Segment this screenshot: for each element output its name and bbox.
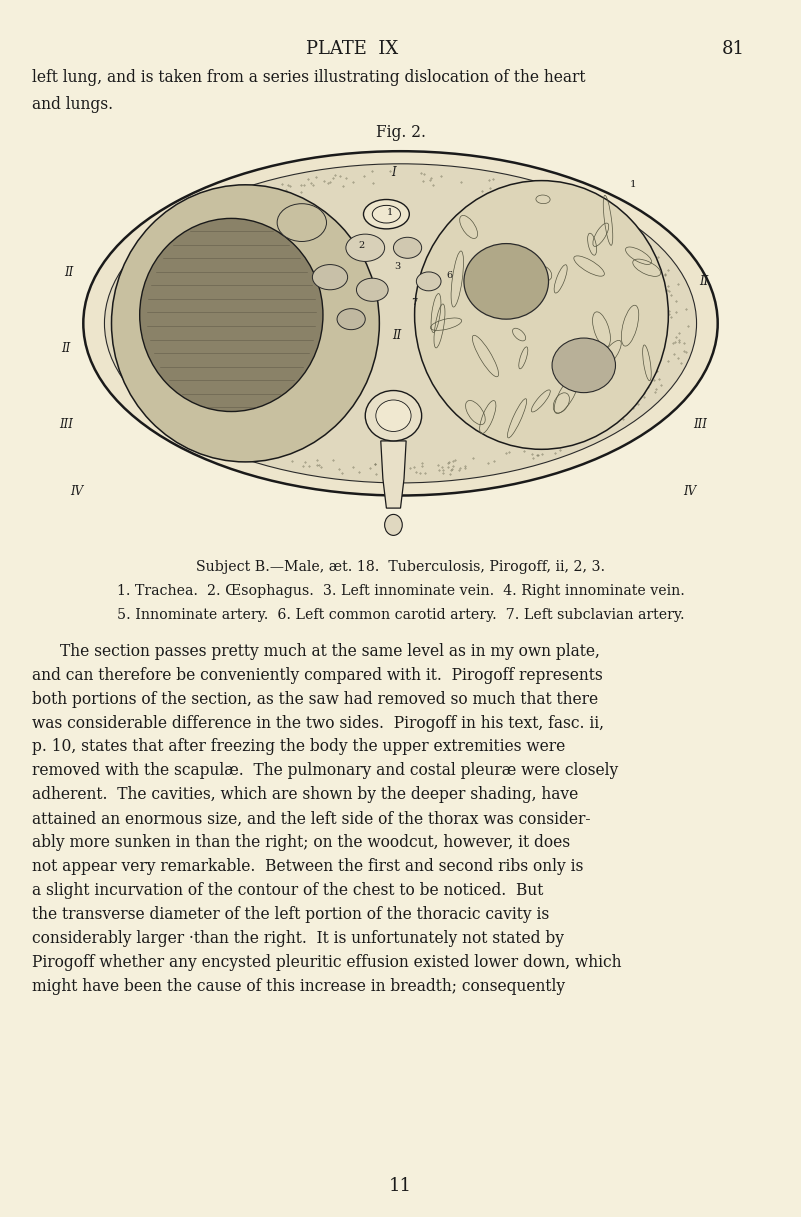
Text: p. 10, states that after freezing the body the upper extremities were: p. 10, states that after freezing the bo…	[32, 739, 566, 756]
Ellipse shape	[365, 391, 421, 441]
Text: 6: 6	[447, 270, 453, 280]
Text: The section passes pretty much at the same level as in my own plate,: The section passes pretty much at the sa…	[60, 643, 600, 660]
Ellipse shape	[346, 234, 384, 262]
Text: II: II	[65, 267, 74, 280]
Text: considerably larger ·than the right.  It is unfortunately not stated by: considerably larger ·than the right. It …	[32, 930, 564, 947]
Ellipse shape	[384, 515, 402, 535]
Text: ably more sunken in than the right; on the woodcut, however, it does: ably more sunken in than the right; on t…	[32, 835, 570, 852]
Ellipse shape	[393, 237, 421, 258]
Text: a slight incurvation of the contour of the chest to be noticed.  But: a slight incurvation of the contour of t…	[32, 882, 543, 899]
Text: the transverse diameter of the left portion of the thoracic cavity is: the transverse diameter of the left port…	[32, 907, 549, 924]
Text: II: II	[699, 275, 708, 288]
Ellipse shape	[364, 200, 409, 229]
Text: 2: 2	[359, 241, 365, 251]
Text: might have been the cause of this increase in breadth; consequently: might have been the cause of this increa…	[32, 978, 566, 996]
Text: 1: 1	[630, 180, 637, 190]
Text: not appear very remarkable.  Between the first and second ribs only is: not appear very remarkable. Between the …	[32, 858, 583, 875]
Text: 3: 3	[394, 262, 400, 271]
Text: IV: IV	[683, 484, 696, 498]
Text: Pirogoff whether any encysted pleuritic effusion existed lower down, which: Pirogoff whether any encysted pleuritic …	[32, 954, 622, 971]
Text: adherent.  The cavities, which are shown by the deeper shading, have: adherent. The cavities, which are shown …	[32, 786, 578, 803]
Text: and can therefore be conveniently compared with it.  Pirogoff represents: and can therefore be conveniently compar…	[32, 667, 603, 684]
Text: 11: 11	[389, 1177, 412, 1195]
Polygon shape	[380, 441, 406, 509]
Text: III: III	[693, 417, 707, 431]
Ellipse shape	[417, 271, 441, 291]
Ellipse shape	[552, 338, 615, 393]
Ellipse shape	[277, 203, 327, 241]
Ellipse shape	[372, 206, 400, 223]
Text: 5. Innominate artery.  6. Left common carotid artery.  7. Left subclavian artery: 5. Innominate artery. 6. Left common car…	[117, 608, 684, 623]
Ellipse shape	[83, 151, 718, 495]
Text: I: I	[391, 166, 396, 179]
Ellipse shape	[104, 164, 697, 483]
Ellipse shape	[415, 180, 668, 449]
Ellipse shape	[464, 243, 549, 319]
Ellipse shape	[337, 309, 365, 330]
Text: II: II	[61, 342, 70, 355]
Text: III: III	[58, 417, 73, 431]
Text: removed with the scapulæ.  The pulmonary and costal pleuræ were closely: removed with the scapulæ. The pulmonary …	[32, 762, 618, 779]
Text: attained an enormous size, and the left side of the thorax was consider-: attained an enormous size, and the left …	[32, 811, 590, 828]
Ellipse shape	[111, 185, 380, 462]
Text: PLATE  IX: PLATE IX	[306, 40, 399, 58]
Text: Subject B.—Male, æt. 18.  Tuberculosis, Pirogoff, ii, 2, 3.: Subject B.—Male, æt. 18. Tuberculosis, P…	[196, 560, 605, 574]
Text: was considerable difference in the two sides.  Pirogoff in his text, fasc. ii,: was considerable difference in the two s…	[32, 714, 604, 731]
Text: IV: IV	[70, 484, 83, 498]
Ellipse shape	[376, 400, 411, 432]
Text: II: II	[392, 330, 401, 342]
Text: both portions of the section, as the saw had removed so much that there: both portions of the section, as the saw…	[32, 690, 598, 707]
Ellipse shape	[139, 218, 323, 411]
Text: 1: 1	[387, 208, 393, 217]
Text: 1. Trachea.  2. Œsophagus.  3. Left innominate vein.  4. Right innominate vein.: 1. Trachea. 2. Œsophagus. 3. Left innomi…	[117, 584, 684, 599]
Text: 81: 81	[722, 40, 745, 58]
Ellipse shape	[356, 279, 388, 302]
Text: left lung, and is taken from a series illustrating dislocation of the heart: left lung, and is taken from a series il…	[32, 69, 586, 86]
Text: 7: 7	[412, 298, 418, 307]
Text: Fig. 2.: Fig. 2.	[376, 124, 425, 141]
Ellipse shape	[312, 264, 348, 290]
Text: and lungs.: and lungs.	[32, 96, 113, 113]
